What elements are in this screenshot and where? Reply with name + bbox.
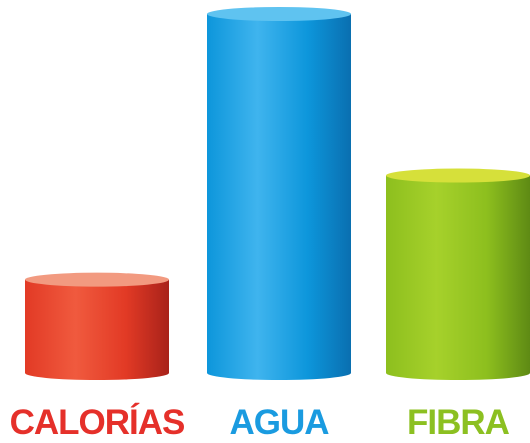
bars-layer (25, 7, 530, 380)
bar-body-fibra (386, 175, 530, 380)
category-label-calorias: CALORÍAS (10, 402, 185, 442)
bar-body-agua (207, 14, 351, 380)
category-labels: CALORÍAS AGUA FIBRA (10, 402, 511, 442)
bar-top-fibra (386, 168, 530, 183)
bar-top-calorias (25, 272, 169, 287)
bar-body-calorias (25, 279, 169, 380)
bar-fibra (386, 168, 530, 380)
bar-agua (207, 7, 351, 380)
category-label-fibra: FIBRA (407, 403, 510, 442)
bar-top-agua (207, 7, 351, 21)
bar-calorias (25, 272, 169, 380)
category-label-agua: AGUA (229, 403, 329, 442)
